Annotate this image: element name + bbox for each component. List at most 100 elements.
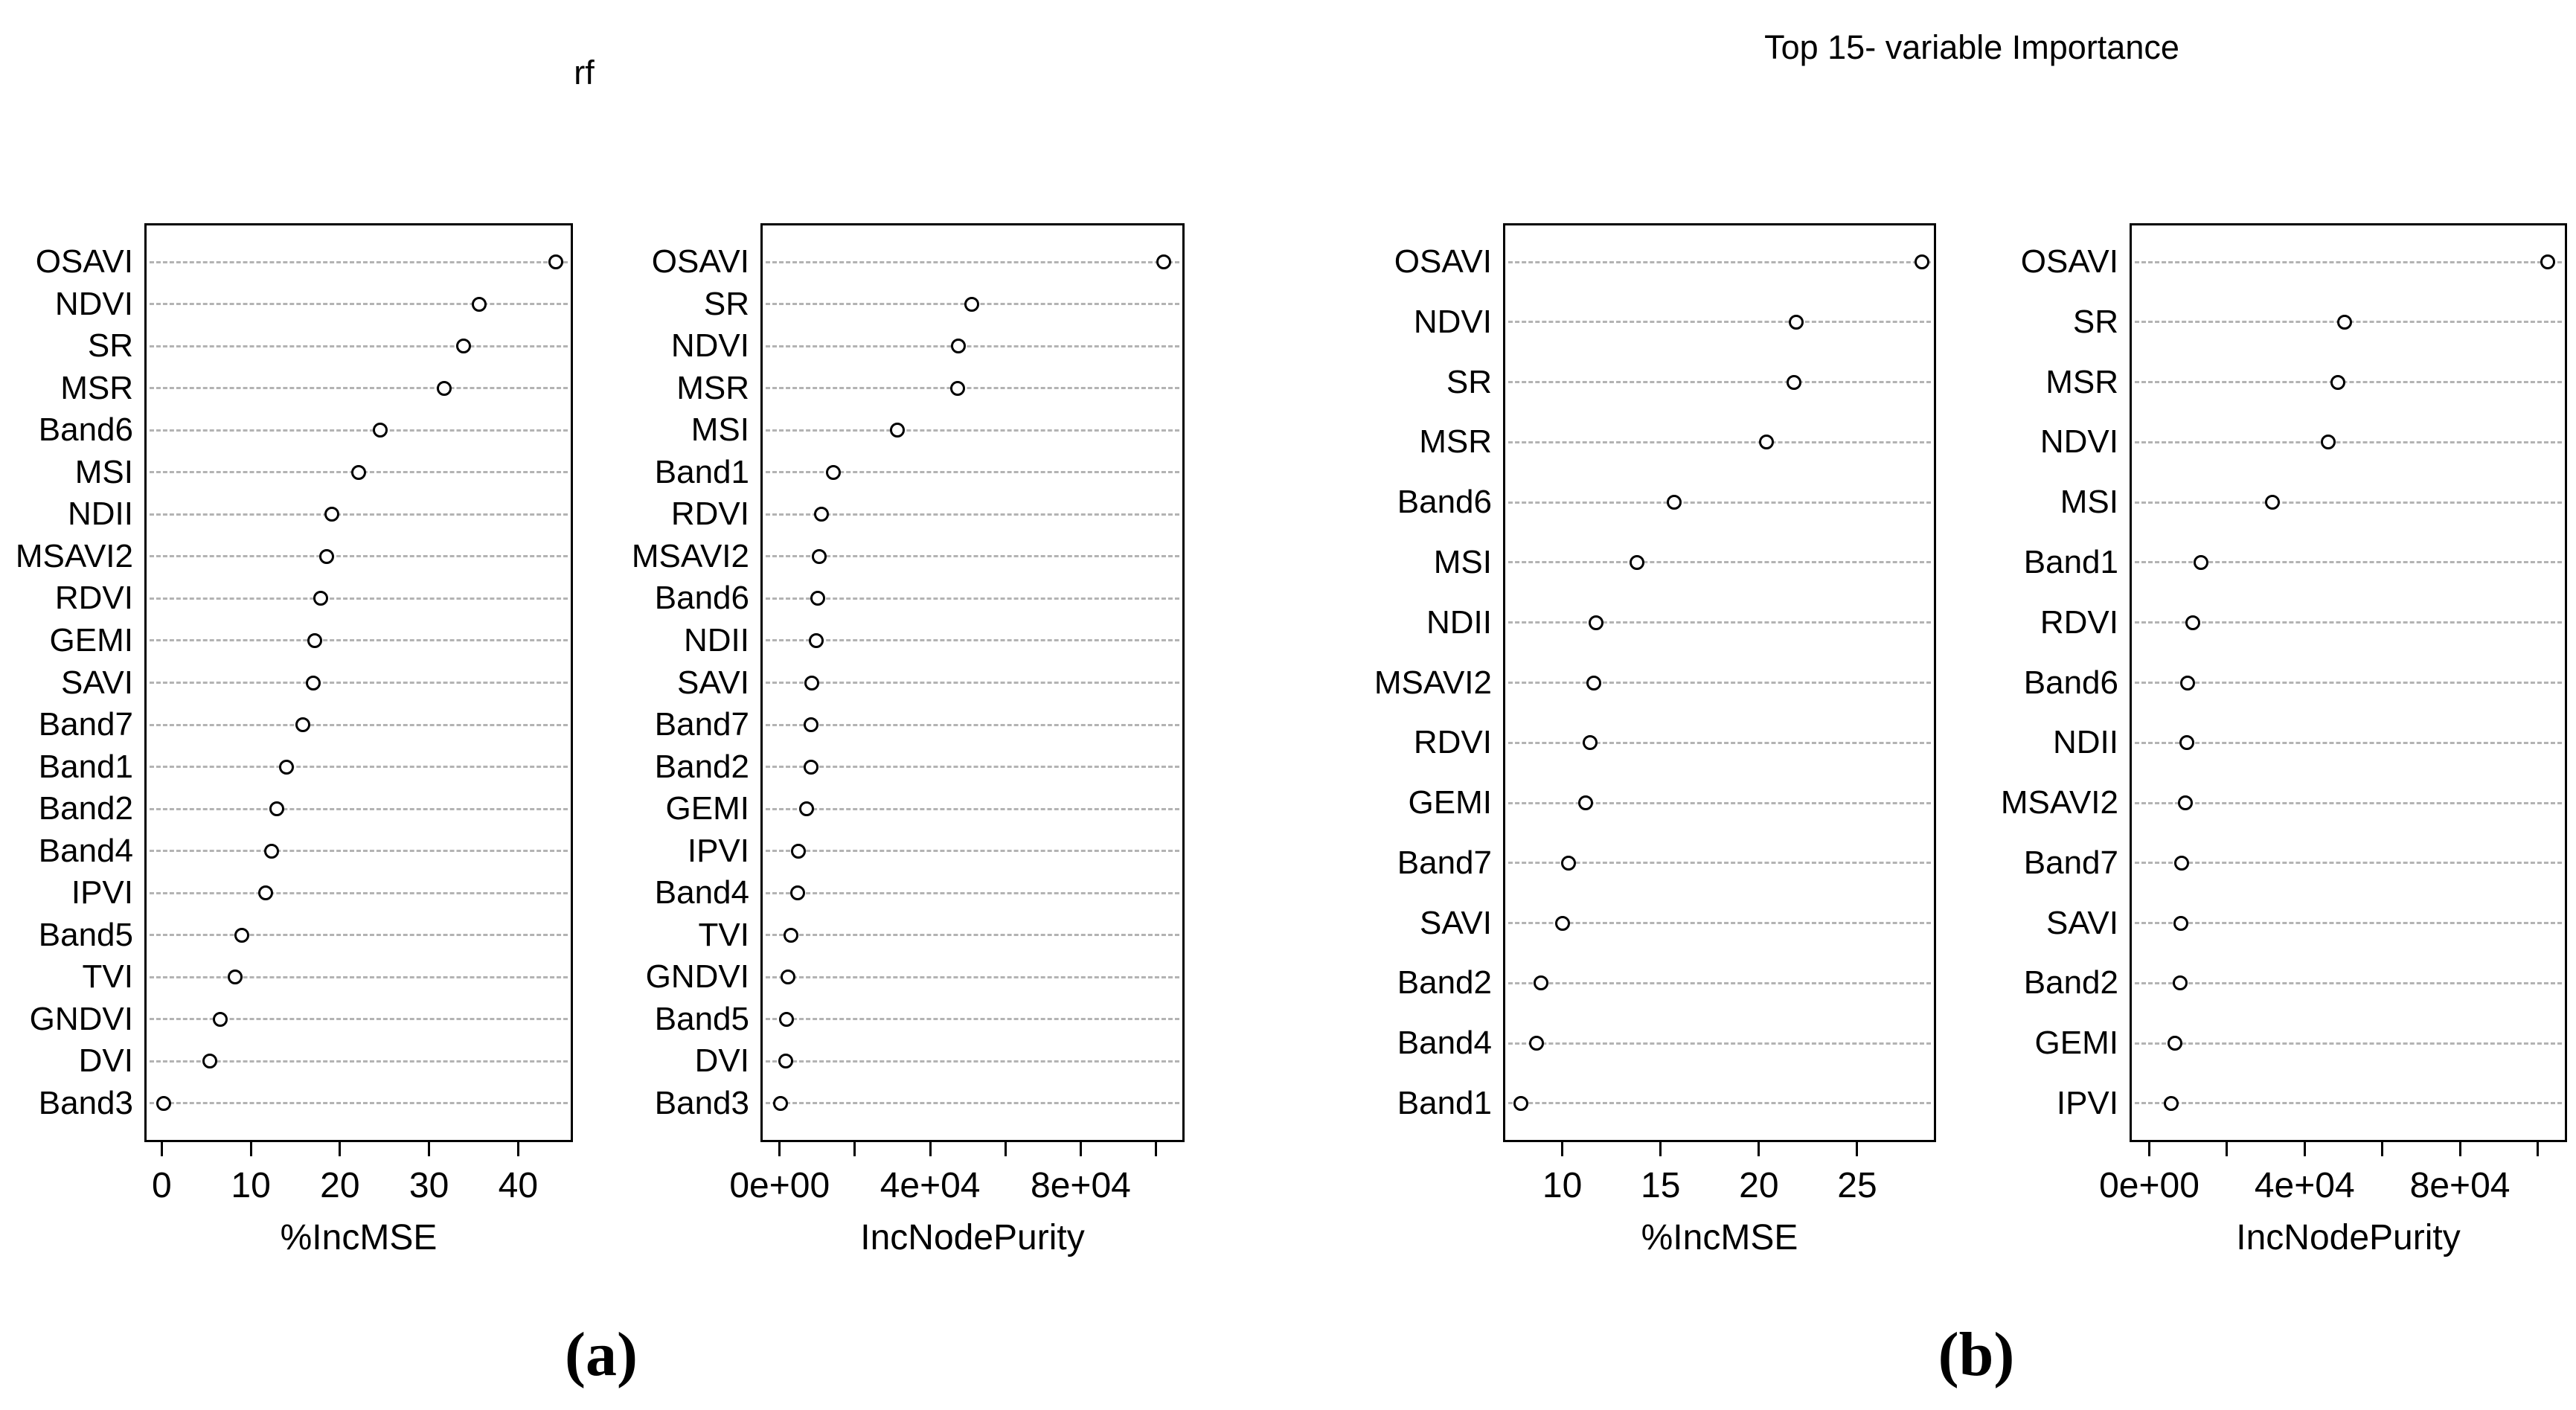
data-point bbox=[456, 339, 472, 354]
axis-title: %IncMSE bbox=[280, 1218, 438, 1257]
gridline bbox=[766, 387, 1179, 390]
category-label: Band6 bbox=[654, 580, 749, 617]
axis-tick bbox=[2381, 1140, 2384, 1156]
category-label: MSAVI2 bbox=[15, 537, 133, 574]
data-point bbox=[2179, 735, 2194, 751]
axis-tick-label: 4e+04 bbox=[2254, 1166, 2355, 1205]
data-point bbox=[772, 1095, 788, 1111]
category-label: RDVI bbox=[1413, 724, 1492, 761]
data-point bbox=[436, 380, 452, 396]
category-label: Band7 bbox=[38, 706, 133, 743]
gridline bbox=[150, 1060, 568, 1063]
category-label: IPVI bbox=[2056, 1084, 2118, 1121]
data-point bbox=[156, 1095, 171, 1111]
category-label: Band5 bbox=[654, 1000, 749, 1037]
category-label: GEMI bbox=[49, 621, 133, 658]
data-point bbox=[1582, 735, 1598, 751]
axis-tick bbox=[853, 1140, 856, 1156]
axis-tick-label: 0 bbox=[152, 1166, 172, 1205]
category-label: OSAVI bbox=[651, 243, 749, 281]
data-point bbox=[2264, 495, 2280, 510]
gridline bbox=[766, 807, 1179, 810]
gridline bbox=[150, 345, 568, 347]
data-point bbox=[779, 1011, 795, 1027]
data-point bbox=[1578, 795, 1594, 811]
data-point bbox=[258, 885, 274, 901]
axis-title: %IncMSE bbox=[1641, 1218, 1798, 1257]
gridline bbox=[150, 260, 568, 263]
axis-tick-label: 15 bbox=[1641, 1166, 1681, 1205]
data-point bbox=[2173, 915, 2188, 931]
data-point bbox=[784, 927, 799, 943]
gridline bbox=[150, 934, 568, 937]
category-label: NDII bbox=[2053, 724, 2118, 761]
category-label: Band3 bbox=[654, 1084, 749, 1121]
gridline bbox=[1508, 501, 1931, 504]
axis-tick bbox=[2147, 1140, 2150, 1156]
gridline bbox=[150, 766, 568, 769]
data-point bbox=[814, 507, 830, 522]
gridline bbox=[1508, 922, 1931, 925]
gridline bbox=[2135, 922, 2562, 925]
gridline bbox=[2135, 561, 2562, 564]
data-point bbox=[372, 423, 388, 438]
axis-tick bbox=[2226, 1140, 2229, 1156]
data-point bbox=[1529, 1036, 1545, 1051]
gridline bbox=[766, 345, 1179, 347]
gridline bbox=[766, 723, 1179, 726]
category-label: RDVI bbox=[670, 496, 749, 533]
data-point bbox=[2540, 254, 2555, 270]
category-label: SAVI bbox=[2045, 904, 2118, 941]
gridline bbox=[1508, 1042, 1931, 1045]
data-point bbox=[471, 296, 487, 312]
axis-tick bbox=[2303, 1140, 2306, 1156]
data-point bbox=[781, 970, 796, 985]
gridline bbox=[766, 934, 1179, 937]
category-label: MSI bbox=[691, 411, 749, 449]
data-point bbox=[812, 548, 827, 564]
data-point bbox=[213, 1011, 228, 1027]
data-point bbox=[1560, 855, 1576, 871]
gridline bbox=[2135, 621, 2562, 624]
axis-tick bbox=[160, 1140, 163, 1156]
category-label: Band7 bbox=[654, 706, 749, 743]
gridline bbox=[766, 513, 1179, 516]
gridline bbox=[1508, 321, 1931, 324]
axis-tick-label: 20 bbox=[1739, 1166, 1779, 1205]
category-label: IPVI bbox=[71, 874, 133, 911]
data-point bbox=[1156, 254, 1171, 270]
category-label: MSR bbox=[2045, 363, 2118, 400]
category-label: NDVI bbox=[2040, 423, 2118, 461]
gridline bbox=[2135, 260, 2562, 263]
axis-tick-label: 10 bbox=[1542, 1166, 1583, 1205]
category-label: NDII bbox=[684, 621, 749, 658]
gridline bbox=[2135, 741, 2562, 744]
axis-tick bbox=[1561, 1140, 1564, 1156]
category-label: GEMI bbox=[1408, 784, 1492, 821]
category-label: TVI bbox=[698, 916, 749, 953]
category-label: MSR bbox=[1419, 423, 1492, 461]
data-point bbox=[1787, 374, 1802, 390]
gridline bbox=[2135, 801, 2562, 804]
data-point bbox=[269, 801, 284, 817]
gridline bbox=[766, 471, 1179, 474]
category-label: NDII bbox=[1426, 603, 1492, 641]
axis-tick-label: 20 bbox=[320, 1166, 360, 1205]
category-label: MSAVI2 bbox=[631, 537, 749, 574]
category-label: IPVI bbox=[687, 832, 749, 869]
category-label: Band7 bbox=[1397, 844, 1492, 881]
category-label: RDVI bbox=[54, 580, 133, 617]
gridline bbox=[150, 891, 568, 894]
category-label: SR bbox=[2072, 303, 2118, 340]
axis-tick bbox=[929, 1140, 932, 1156]
gridline bbox=[766, 766, 1179, 769]
gridline bbox=[2135, 682, 2562, 684]
category-label: Band6 bbox=[38, 411, 133, 449]
axis-tick-label: 8e+04 bbox=[2409, 1166, 2511, 1205]
gridline bbox=[766, 682, 1179, 684]
gridline bbox=[2135, 501, 2562, 504]
category-label: OSAVI bbox=[35, 243, 133, 281]
category-label: Band1 bbox=[2023, 543, 2118, 580]
gridline bbox=[150, 1102, 568, 1105]
category-label: MSAVI2 bbox=[2000, 784, 2118, 821]
